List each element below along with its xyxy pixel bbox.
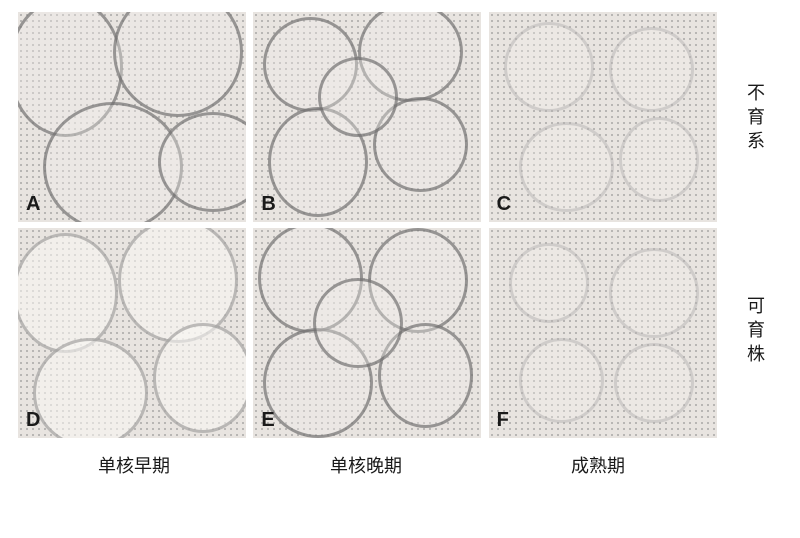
microscopy-cell <box>519 338 604 423</box>
microscopy-cell <box>18 233 118 353</box>
microscopy-cell <box>504 22 594 112</box>
microscopy-cell <box>33 338 148 438</box>
panel-label-b: B <box>261 193 275 216</box>
microscopy-cell <box>519 122 614 212</box>
row-labels: 不育系 可育株 <box>718 12 778 438</box>
panel-e: E <box>253 228 481 438</box>
panel-f: F <box>489 228 717 438</box>
microscopy-cell <box>609 248 699 338</box>
panel-a: A <box>18 12 246 222</box>
figure-container: A B C D E F 不育系 可育株 <box>18 12 782 438</box>
microscopy-cell <box>609 27 694 112</box>
col-label-mature: 成熟期 <box>482 452 714 478</box>
panel-b: B <box>253 12 481 222</box>
panel-a-cells <box>18 12 246 222</box>
row-label-fertile: 可育株 <box>732 227 778 437</box>
microscopy-cell <box>509 243 589 323</box>
microscopy-cell <box>614 343 694 423</box>
panel-d-cells <box>18 228 246 438</box>
panel-label-c: C <box>497 193 511 216</box>
microscopy-cell <box>113 12 243 117</box>
col-label-late: 单核晚期 <box>250 452 482 478</box>
panel-d: D <box>18 228 246 438</box>
panel-label-a: A <box>26 193 40 216</box>
col-label-early: 单核早期 <box>18 452 250 478</box>
microscopy-cell <box>153 323 246 433</box>
panel-label-d: D <box>26 409 40 432</box>
panel-f-cells <box>489 228 717 438</box>
microscopy-cell <box>313 278 403 368</box>
row-label-sterile: 不育系 <box>732 14 778 224</box>
panel-grid: A B C D E F <box>18 12 718 438</box>
panel-c: C <box>489 12 717 222</box>
panel-label-e: E <box>261 409 274 432</box>
panel-e-cells <box>253 228 481 438</box>
microscopy-cell <box>318 57 398 137</box>
column-labels: 单核早期 单核晚期 成熟期 <box>18 452 718 478</box>
panel-b-cells <box>253 12 481 222</box>
microscopy-cell <box>619 117 699 202</box>
panel-c-cells <box>489 12 717 222</box>
panel-label-f: F <box>497 409 509 432</box>
